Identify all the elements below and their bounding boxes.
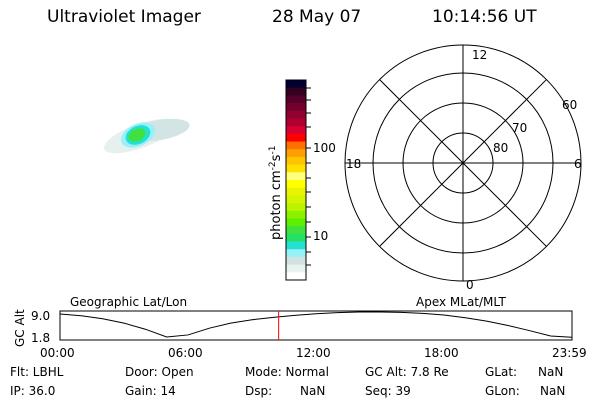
filter-info: Flt: LBHL [10,365,64,379]
colorbar-band [286,272,306,281]
colorbar-band [286,264,306,273]
x-tick-18: 18:00 [424,346,459,360]
colorbar [285,79,311,281]
colorbar-band [286,241,306,250]
colorbar-band [286,249,306,258]
colorbar-band [286,149,306,158]
gc-alt-info: GC Alt: 7.8 Re [365,365,449,379]
seq-info: Seq: 39 [365,384,411,398]
mlt-line [483,183,547,247]
mlt-line [379,79,443,143]
colorbar-band [286,95,306,104]
colorbar-band [286,164,306,173]
colorbar-band [286,103,306,112]
dsp-label: Dsp: [245,384,273,398]
colorbar-band [286,110,306,119]
altitude-line [59,311,572,338]
dsp-value: NaN [300,384,326,398]
x-tick-6: 06:00 [168,346,203,360]
colorbar-band [286,87,306,96]
instrument-title: Ultraviolet Imager [47,7,201,27]
colorbar-label-sup1: -2 [268,161,278,170]
colorbar-band [286,126,306,135]
colorbar-band [286,80,306,89]
aurora-intensity [128,128,146,142]
colorbar-band [286,187,306,196]
colorbar-label-sup2: -1 [268,146,278,155]
plot-frame [59,310,573,341]
altitude-plot [59,310,573,341]
auroral-image [104,118,190,154]
x-tick-24: 23:59 [552,346,587,360]
colorbar-label-text: photon cm [269,170,284,240]
gain-info: Gain: 14 [125,384,176,398]
polar-label-18: 18 [346,157,361,171]
mlt-line [483,79,547,143]
date-label: 28 May 07 [272,7,362,27]
colorbar-band [286,195,306,204]
colorbar-band [286,156,306,166]
colorbar-band [286,218,306,227]
mlt-line [441,141,485,185]
y-tick-1.8: 1.8 [31,331,50,345]
y-tick-9: 9.0 [31,309,50,323]
ip-info: IP: 36.0 [10,384,56,398]
colorbar-label: photon cm-2s-1 [268,146,284,240]
colorbar-band [286,203,306,212]
colorbar-tick-100: 100 [313,141,336,155]
mlt-line [379,183,443,247]
colorbar-band [286,172,306,181]
glon-label: GLon: [485,384,520,398]
colorbar-tick-10: 10 [313,229,328,243]
colorbar-band [286,210,306,219]
glat-label: GLat: [485,365,518,379]
polar-label-80: 80 [493,141,508,155]
colorbar-label-mid: s [269,154,284,161]
polar-label-70: 70 [512,121,527,135]
colorbar-band [286,133,306,143]
time-label: 10:14:56 UT [432,7,537,27]
plot-title-right: Apex MLat/MLT [416,295,506,309]
x-tick-12: 12:00 [296,346,331,360]
glon-value: NaN [540,384,566,398]
colorbar-band [286,180,306,189]
plot-title-left: Geographic Lat/Lon [70,295,187,309]
colorbar-band [286,226,306,235]
door-info: Door: Open [125,365,194,379]
colorbar-frame [285,79,307,281]
polar-label-12: 12 [472,48,487,62]
colorbar-band [286,118,306,127]
glat-value: NaN [538,365,564,379]
colorbar-band [286,256,306,266]
polar-label-0: 0 [466,278,474,292]
x-tick-0: 00:00 [40,346,75,360]
polar-grid: 12 18 6 0 60 70 80 [344,44,582,292]
colorbar-band [286,233,306,243]
y-axis-label: GC Alt [13,309,27,347]
polar-label-60: 60 [562,98,577,112]
mode-info: Mode: Normal [245,365,329,379]
colorbar-band [286,141,306,150]
polar-label-6: 6 [574,157,582,171]
